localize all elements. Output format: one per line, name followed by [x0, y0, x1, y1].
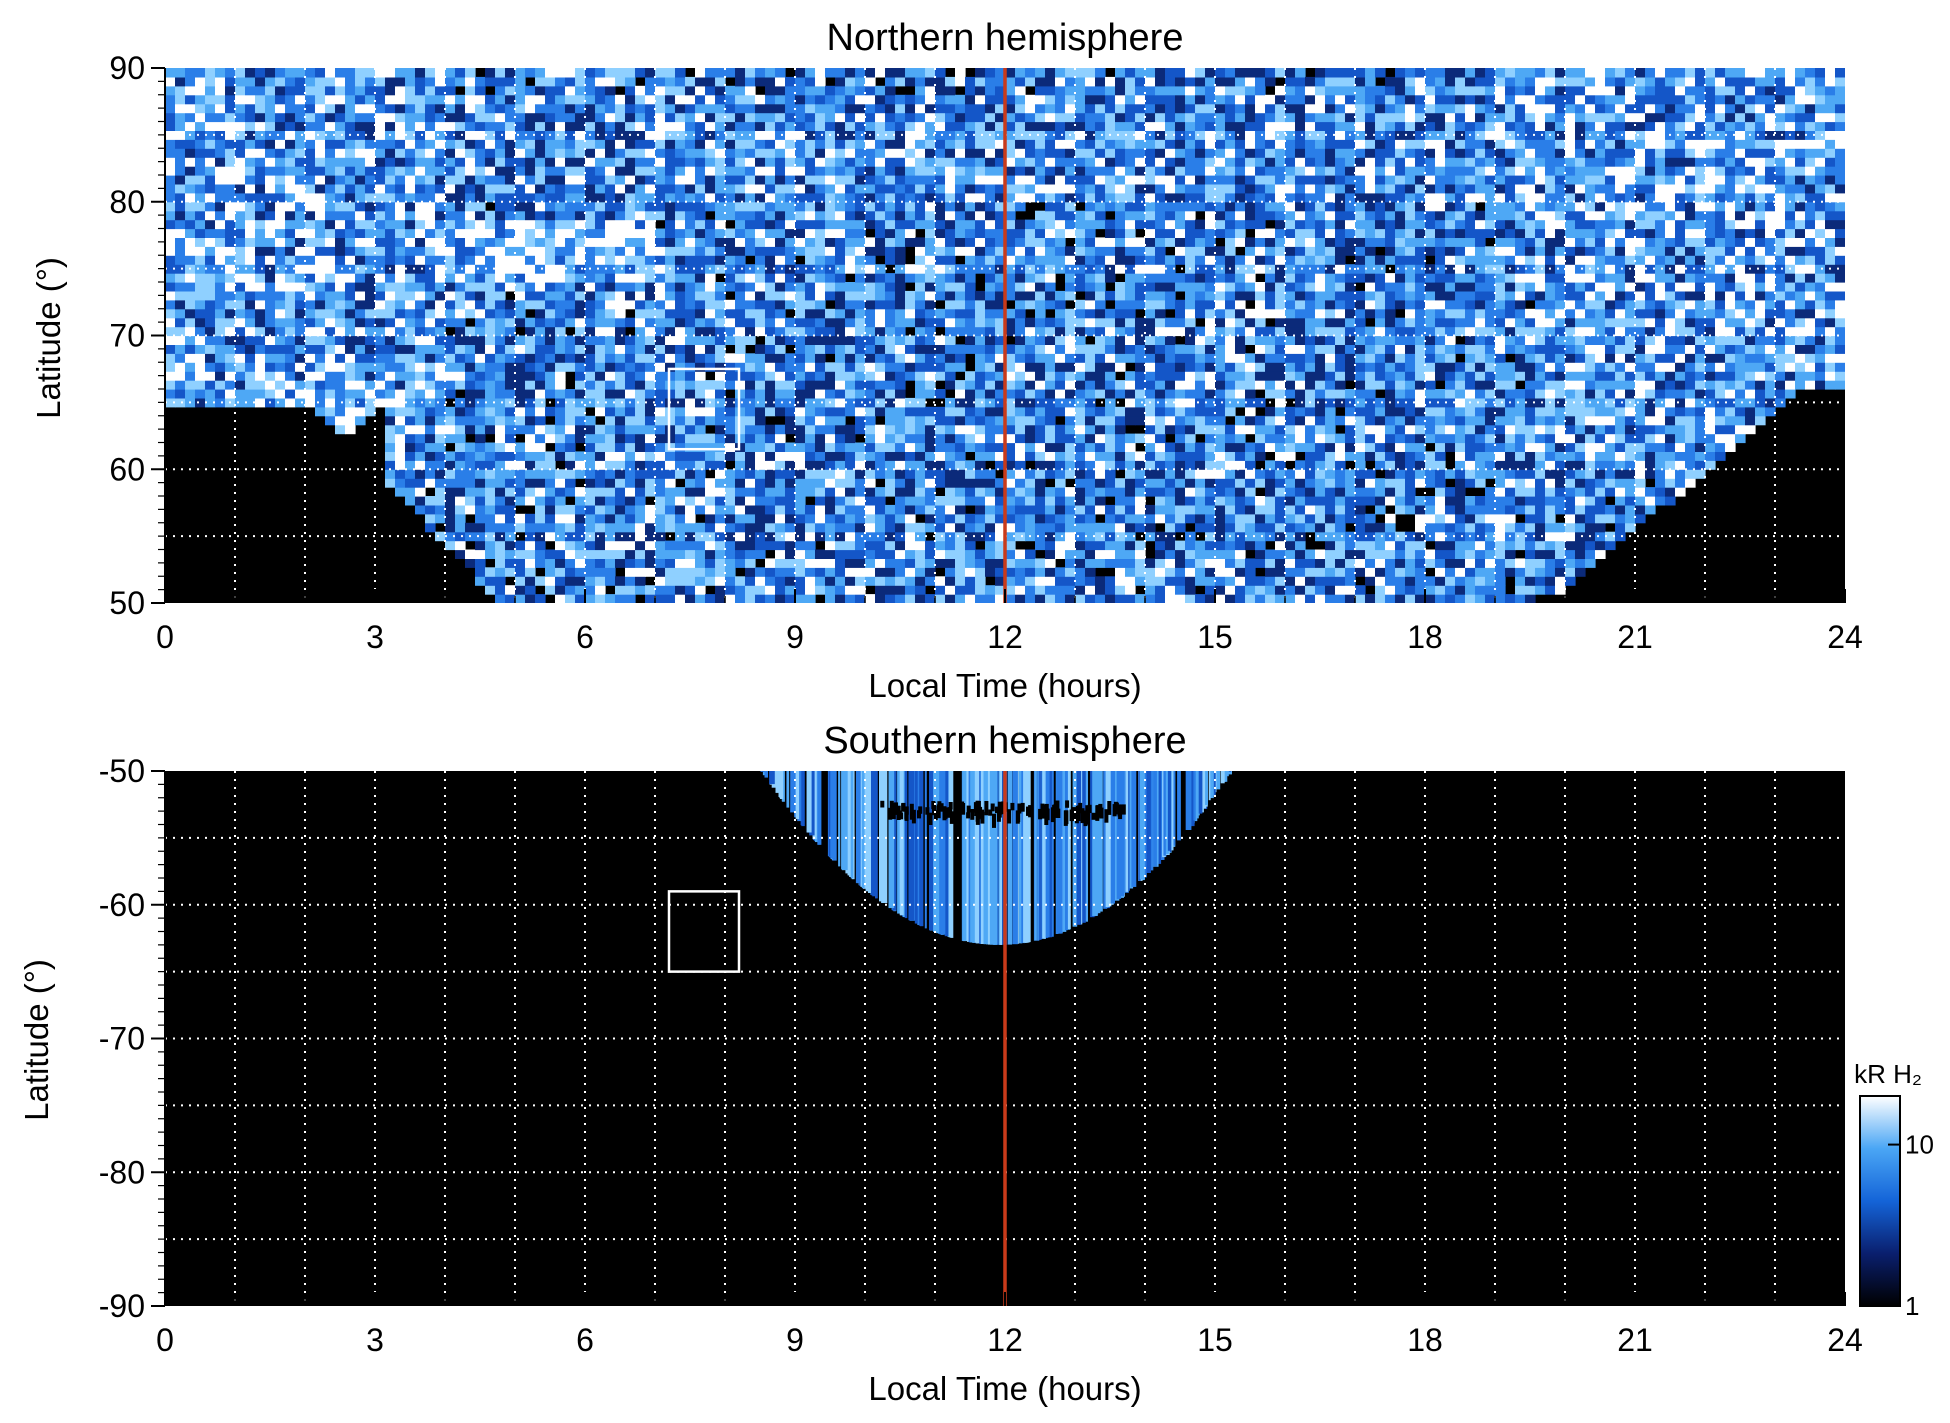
south-ytick-label: -80 — [99, 1154, 145, 1190]
south-xtick-label: 21 — [1617, 1322, 1653, 1358]
north-xtick-label: 3 — [366, 619, 384, 655]
colorbar-label: kR H₂ — [1854, 1059, 1922, 1089]
colorbar-ticks: 1 10 — [1888, 1130, 1934, 1321]
south-emission-map — [760, 771, 1232, 945]
colorbar-tick-label: 1 — [1905, 1291, 1919, 1321]
north-panel: Northern hemisphere 0 3 6 9 12 15 18 21 24 50 60 70… — [30, 17, 1863, 704]
north-xtick-label: 21 — [1617, 619, 1653, 655]
north-ytick-label: 70 — [109, 318, 145, 354]
north-ytick-label: 90 — [109, 50, 145, 86]
south-ytick-label: -70 — [99, 1021, 145, 1057]
north-xtick-label: 9 — [786, 619, 804, 655]
north-xtick-label: 24 — [1827, 619, 1863, 655]
north-xtick-label: 15 — [1197, 619, 1233, 655]
colorbar: kR H₂ 1 10 — [1854, 1059, 1934, 1321]
north-ytick-label: 80 — [109, 184, 145, 220]
south-ylabel: Latitude (°) — [18, 959, 55, 1121]
south-xtick-label: 3 — [366, 1322, 384, 1358]
north-ytick-label: 60 — [109, 451, 145, 487]
south-ytick-label: -60 — [99, 887, 145, 923]
north-xlabel: Local Time (hours) — [868, 667, 1141, 704]
north-axis-ticks: 0 3 6 9 12 15 18 21 24 50 60 70 80 90 — [109, 50, 1862, 655]
north-title: Northern hemisphere — [827, 17, 1184, 59]
north-ylabel: Latitude (°) — [30, 257, 67, 419]
south-xtick-label: 15 — [1197, 1322, 1233, 1358]
north-xtick-label: 6 — [576, 619, 594, 655]
south-ytick-label: -50 — [99, 753, 145, 789]
south-xtick-label: 0 — [156, 1322, 174, 1358]
south-title: Southern hemisphere — [823, 720, 1186, 762]
south-xtick-label: 18 — [1407, 1322, 1443, 1358]
south-xlabel: Local Time (hours) — [868, 1370, 1141, 1407]
south-xtick-label: 9 — [786, 1322, 804, 1358]
south-xtick-label: 6 — [576, 1322, 594, 1358]
north-ytick-label: 50 — [109, 585, 145, 621]
south-ytick-label: -90 — [99, 1288, 145, 1324]
south-axis-ticks: 0 3 6 9 12 15 18 21 24 -90 -80 -70 -60 -50 — [99, 753, 1863, 1358]
north-xtick-label: 18 — [1407, 619, 1443, 655]
north-xtick-label: 0 — [156, 619, 174, 655]
south-xtick-label: 12 — [987, 1322, 1023, 1358]
north-highlight-box — [667, 367, 741, 451]
south-panel: Southern hemisphere 0 3 6 9 12 15 18 21 24 -90 -80… — [18, 720, 1863, 1407]
colorbar-tick-label: 10 — [1905, 1130, 1934, 1160]
south-xtick-label: 24 — [1827, 1322, 1863, 1358]
north-xtick-label: 12 — [987, 619, 1023, 655]
north-emission-map — [165, 68, 1845, 603]
south-highlight-box — [667, 890, 741, 973]
colorbar-gradient — [1859, 1095, 1901, 1307]
